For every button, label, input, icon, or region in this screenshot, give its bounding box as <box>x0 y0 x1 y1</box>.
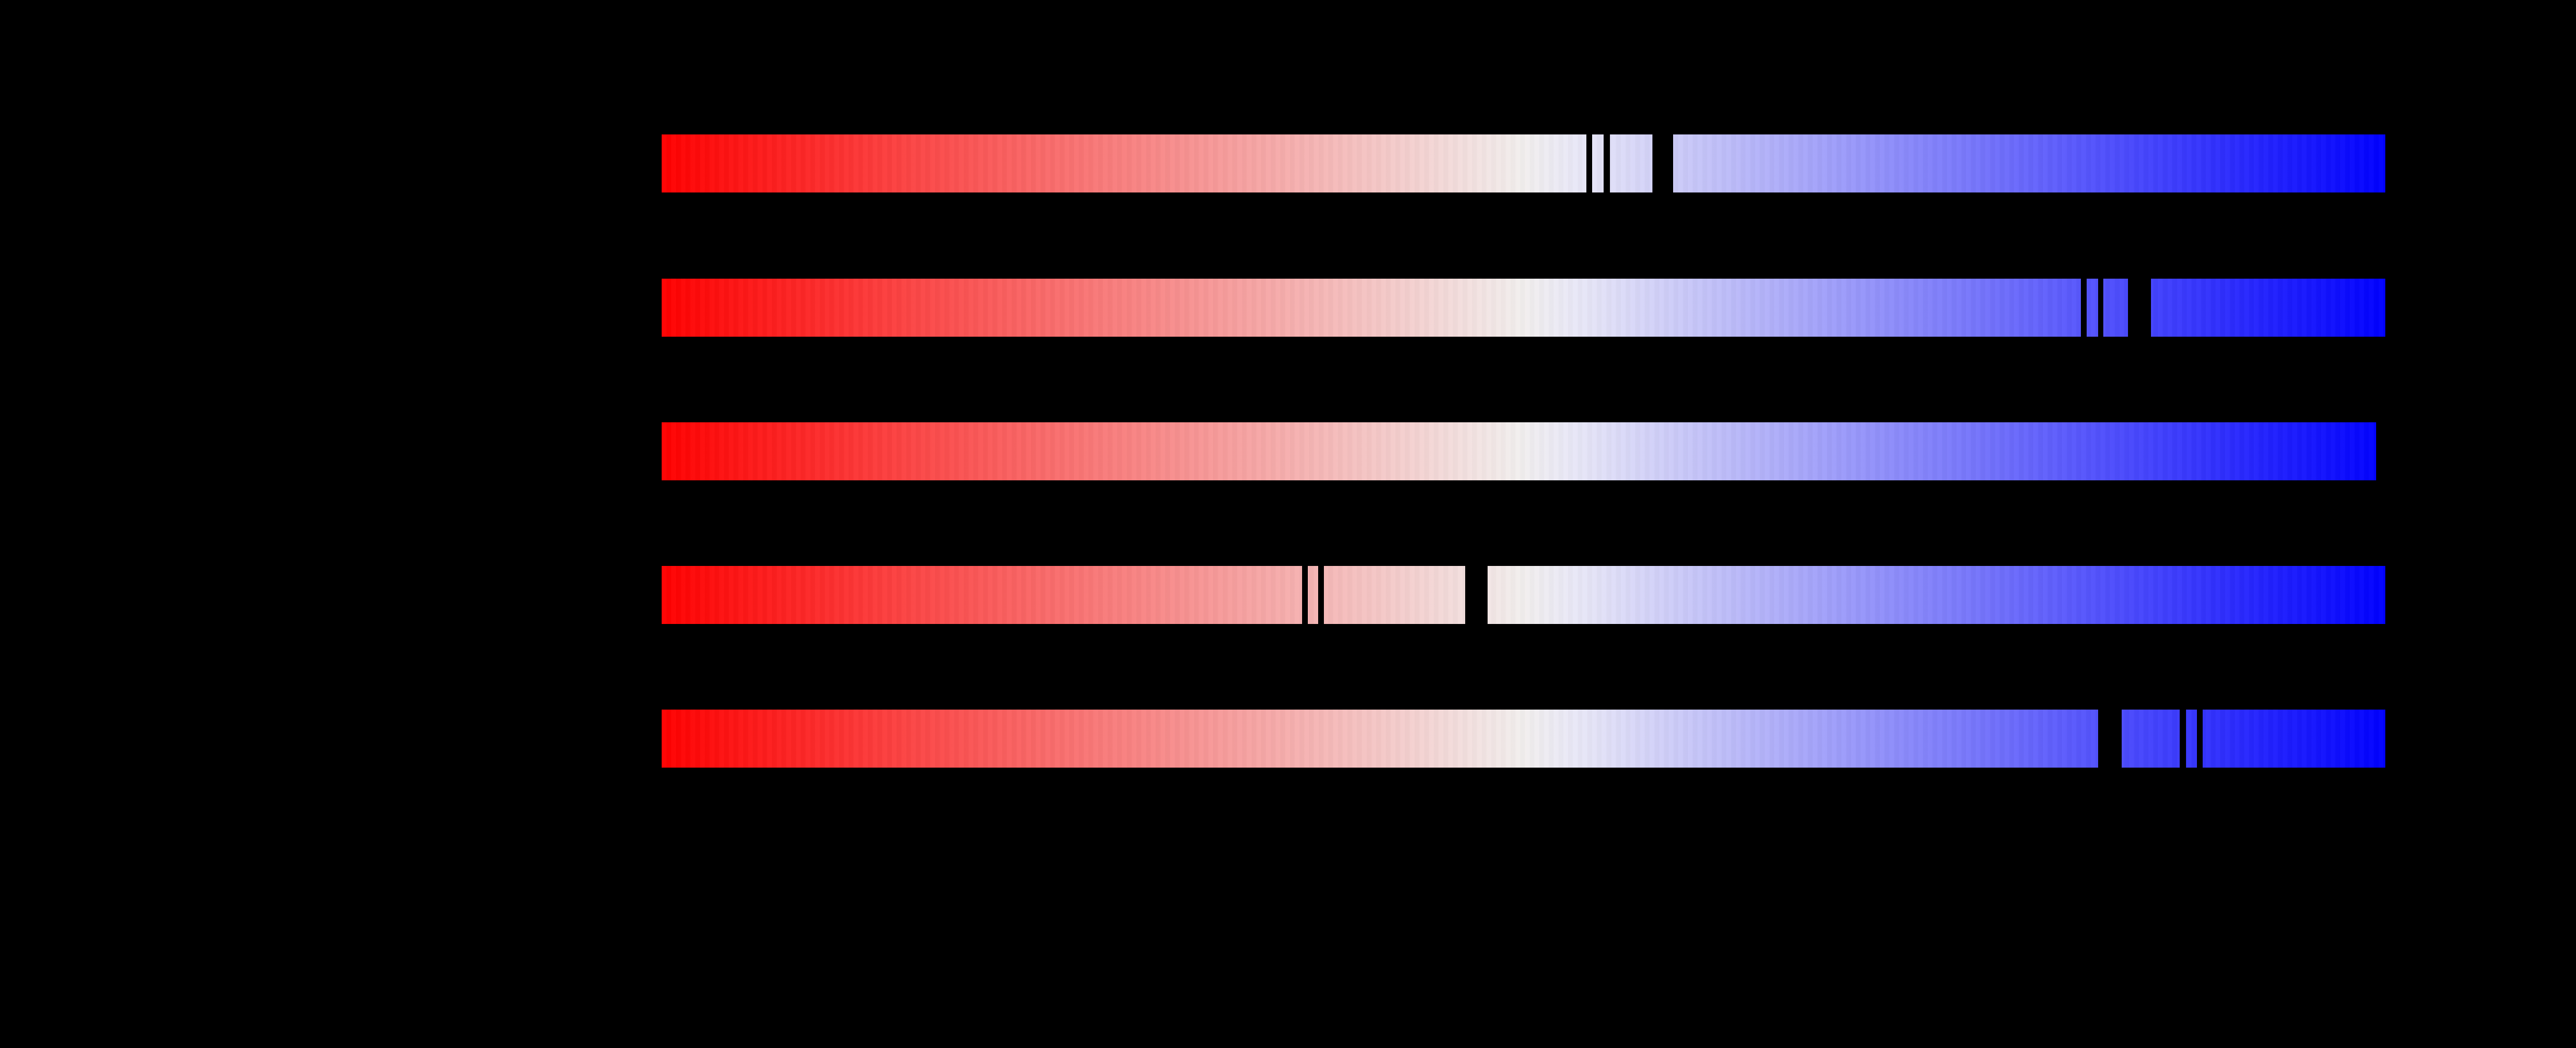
diverging-gradient-fill <box>662 279 2385 337</box>
stripe-quantization-overlay <box>662 422 2376 480</box>
thin-gap-marker <box>2081 278 2087 337</box>
diverging-gradient-fill <box>662 566 2385 624</box>
diverging-gradient-fill <box>662 422 2376 480</box>
thin-gap-marker <box>2180 709 2186 768</box>
thin-gap-marker <box>1604 134 1610 193</box>
gradient-bar-row-3 <box>662 565 2385 625</box>
stripe-quantization-overlay <box>662 279 2385 337</box>
thin-gap-marker <box>2197 709 2203 768</box>
thin-gap-marker <box>1302 565 1308 625</box>
diverging-gradient-fill <box>662 134 2385 192</box>
stripe-quantization-overlay <box>662 710 2385 768</box>
gradient-bar-row-4 <box>662 709 2385 768</box>
thin-gap-marker <box>1318 565 1324 625</box>
wide-block-gap-marker <box>1465 565 1488 625</box>
diverging-gradient-fill <box>662 710 2385 768</box>
thin-gap-marker <box>1586 134 1592 193</box>
wide-block-gap-marker <box>2098 709 2122 768</box>
wide-block-gap-marker <box>1652 134 1673 193</box>
gradient-bar-row-2 <box>662 422 2376 480</box>
gradient-bar-row-1 <box>662 278 2385 337</box>
stripe-quantization-overlay <box>662 566 2385 624</box>
wide-block-gap-marker <box>2128 278 2151 337</box>
stripe-quantization-overlay <box>662 134 2385 192</box>
thin-gap-marker <box>2098 278 2103 337</box>
gradient-bar-row-0 <box>662 134 2385 193</box>
